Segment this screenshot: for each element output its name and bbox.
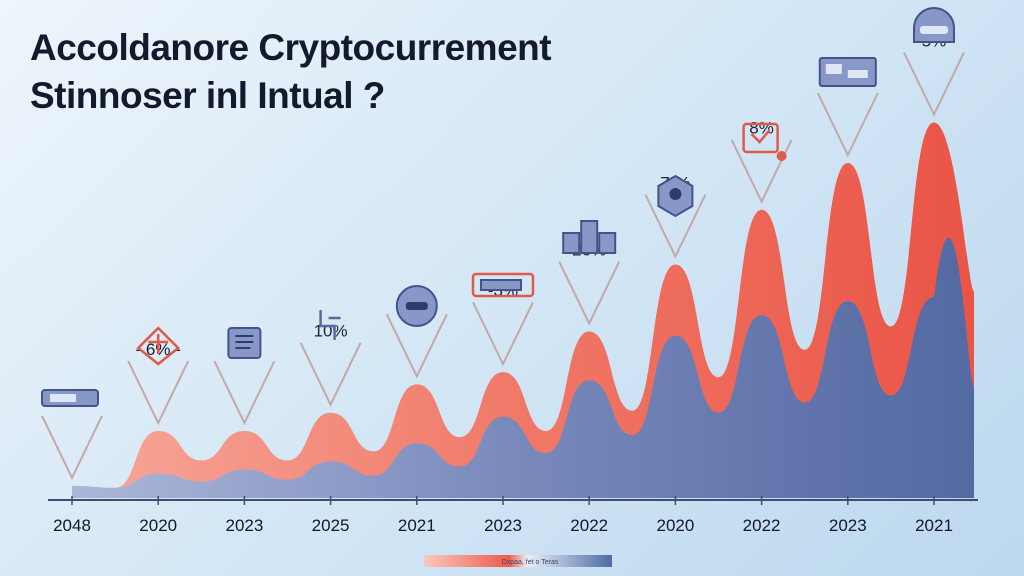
x-tick-label: 2020 <box>656 516 694 535</box>
x-tick-label: 2021 <box>915 516 953 535</box>
x-tick-label: 2025 <box>312 516 350 535</box>
annotation-chevron <box>730 139 793 205</box>
helmet-icon <box>913 7 955 43</box>
x-tick-label: 2020 <box>139 516 177 535</box>
chain-link-icon <box>319 310 341 340</box>
annotation-chevron <box>558 261 621 326</box>
laptop-icon <box>742 122 787 161</box>
x-tick-label: 2022 <box>570 516 608 535</box>
annotation-chevron <box>41 415 103 481</box>
crypto-arrows-icon <box>136 326 181 366</box>
x-axis: 2048 2020 2023 2025 2021 2023 2022 2020 2022 2023… <box>48 496 978 535</box>
annotation-chevron <box>127 360 190 426</box>
x-tick-label: 2048 <box>53 516 91 535</box>
lock-badge-icon <box>657 174 694 218</box>
annotation-chevron <box>472 301 534 367</box>
x-tick-label: 2021 <box>398 516 436 535</box>
card-reader-icon <box>41 389 99 407</box>
annotation-chevron <box>299 342 362 408</box>
legend-swatch <box>424 555 612 567</box>
annotation-chevron <box>213 360 276 426</box>
building-icon <box>562 220 617 254</box>
hardware-wallet-icon <box>471 272 535 298</box>
x-tick-label: 2023 <box>225 516 263 535</box>
icon-layer <box>41 7 955 407</box>
document-icon <box>227 327 262 359</box>
card-icon <box>818 57 877 87</box>
annotation-label: 10% <box>314 322 348 341</box>
annotation-chevron <box>644 194 707 259</box>
coin-face-icon <box>395 285 438 327</box>
chart-title: Accoldanore Cryptocurrement Stinnoser in… <box>30 24 552 120</box>
title-line-1: Accoldanore Cryptocurrement <box>30 27 552 68</box>
x-tick-label: 2023 <box>484 516 522 535</box>
x-tick-label: 2023 <box>829 516 867 535</box>
area-layer <box>72 122 974 499</box>
area-series-blue <box>72 237 974 499</box>
annotation-chevron <box>816 92 879 158</box>
annotation-chevron <box>903 52 965 117</box>
legend: Dxpaa, fet o Teras <box>424 555 612 567</box>
title-line-2: Stinnoser inl Intual ? <box>30 75 385 116</box>
annotation-chevron <box>385 313 448 379</box>
legend-label: Dxpaa, fet o Teras <box>502 559 559 566</box>
x-tick-label: 2022 <box>743 516 781 535</box>
